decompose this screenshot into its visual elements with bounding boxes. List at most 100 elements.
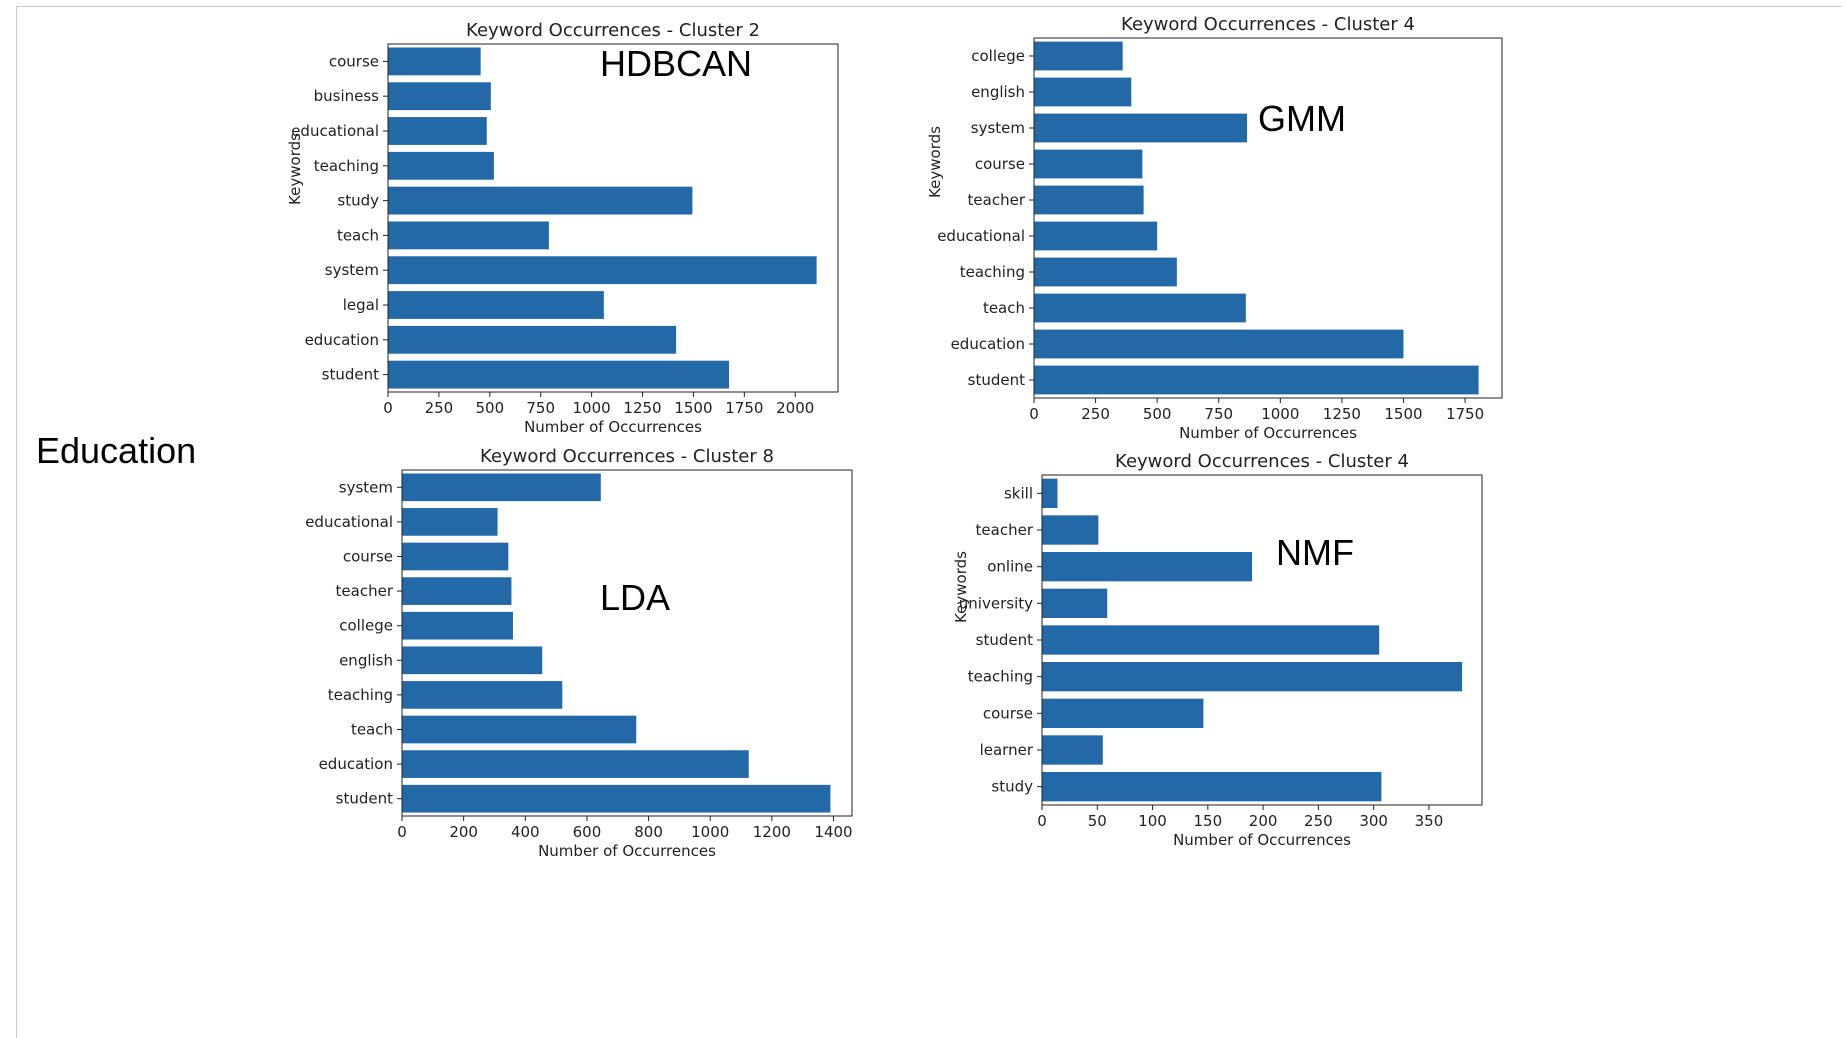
x-tick-label: 150 [1194, 812, 1223, 830]
x-tick-label: 1750 [1446, 405, 1484, 423]
bar-learner [1042, 735, 1103, 765]
bar-education [388, 325, 677, 354]
y-tick-label-skill: skill [1004, 484, 1033, 502]
y-tick-label-teaching: teaching [328, 686, 393, 704]
x-tick-label: 800 [634, 823, 663, 841]
bar-course [1042, 698, 1204, 728]
y-tick-label-system: system [339, 478, 393, 496]
x-tick-label: 200 [449, 823, 478, 841]
y-tick-label-teacher: teacher [976, 521, 1034, 539]
x-tick-label: 1200 [753, 823, 791, 841]
x-tick-label: 50 [1088, 812, 1107, 830]
x-tick-label: 1500 [1384, 405, 1422, 423]
bar-educational [388, 117, 487, 145]
bar-teach [1034, 293, 1246, 323]
y-tick-label-education: education [305, 331, 379, 349]
y-tick-label-teaching: teaching [968, 668, 1033, 686]
x-axis-label: Number of Occurrences [1179, 424, 1357, 442]
y-tick-label-system: system [971, 119, 1025, 137]
chart-lda-svg: Keyword Occurrences - Cluster 8 student ed… [305, 446, 853, 860]
bar-teacher [402, 577, 512, 605]
bar-legal [388, 291, 604, 319]
bar-student [402, 784, 831, 813]
chart-title: Keyword Occurrences - Cluster 2 [466, 20, 760, 41]
x-axis-label: Number of Occurrences [1173, 831, 1351, 849]
method-label: GMM [1258, 98, 1346, 139]
y-tick-label-course: course [329, 52, 379, 70]
y-tick-label-study: study [991, 778, 1033, 796]
y-axis-label: Keywords [926, 126, 944, 198]
y-tick-label-college: college [971, 47, 1025, 65]
x-tick-label: 1000 [573, 399, 611, 417]
plot-frame [401, 469, 853, 817]
y-tick-label-education: education [951, 335, 1025, 353]
y-tick-label-study: study [337, 192, 379, 210]
x-tick-label: 250 [1304, 812, 1333, 830]
y-tick-label-college: college [339, 617, 393, 635]
bar-course [388, 47, 481, 76]
x-tick-label: 750 [526, 399, 555, 417]
bar-university [1042, 588, 1108, 618]
y-tick-label-course: course [975, 155, 1025, 173]
y-tick-label-student: student [968, 371, 1025, 389]
chart-gmm-svg: Keyword Occurrences - Cluster 4 student ed… [926, 14, 1503, 442]
x-tick-label: 0 [1037, 812, 1047, 830]
y-tick-label-teaching: teaching [314, 157, 379, 175]
chart-lda: Keyword Occurrences - Cluster 8 student ed… [300, 442, 870, 862]
plot-frame [387, 43, 839, 393]
bar-college [1034, 41, 1123, 71]
y-tick-label-student: student [322, 366, 379, 384]
x-tick-label: 0 [397, 823, 407, 841]
x-tick-label: 500 [1143, 405, 1172, 423]
bar-teacher [1042, 515, 1099, 545]
y-tick-label-learner: learner [980, 741, 1034, 759]
y-tick-label-system: system [325, 261, 379, 279]
x-tick-label: 200 [1249, 812, 1278, 830]
chart-gmm: Keyword Occurrences - Cluster 4 student ed… [920, 8, 1520, 448]
x-tick-label: 2000 [776, 399, 814, 417]
bar-education [402, 750, 749, 778]
y-tick-label-legal: legal [343, 296, 379, 314]
y-tick-label-teacher: teacher [336, 582, 394, 600]
x-tick-label: 300 [1359, 812, 1388, 830]
bar-skill [1042, 478, 1058, 508]
y-tick-label-education: education [319, 755, 393, 773]
y-tick-label-teacher: teacher [968, 191, 1026, 209]
x-tick-label: 1750 [725, 399, 763, 417]
y-tick-label-course: course [343, 548, 393, 566]
x-tick-label: 600 [573, 823, 602, 841]
y-tick-label-teach: teach [983, 299, 1025, 317]
chart-title: Keyword Occurrences - Cluster 8 [480, 446, 774, 467]
x-tick-label: 250 [1081, 405, 1110, 423]
y-tick-label-university: university [959, 594, 1033, 612]
bar-student [388, 360, 730, 389]
bar-study [388, 186, 693, 215]
bar-teacher [1034, 185, 1144, 215]
x-tick-label: 1000 [1261, 405, 1299, 423]
chart-hdbcan-svg: Keyword Occurrences - Cluster 2 student ed… [286, 20, 839, 436]
bar-student [1034, 365, 1479, 395]
x-tick-label: 1400 [814, 823, 852, 841]
row-label: Education [36, 430, 197, 471]
bar-online [1042, 552, 1253, 582]
x-tick-label: 0 [383, 399, 393, 417]
x-tick-label: 100 [1138, 812, 1167, 830]
chart-hdbcan: Keyword Occurrences - Cluster 2 student ed… [286, 14, 870, 436]
bar-system [1034, 113, 1248, 143]
y-axis-label: Keywords [286, 133, 304, 205]
bar-english [402, 646, 543, 675]
plot-frame [1041, 474, 1483, 806]
y-tick-label-educational: educational [937, 227, 1025, 245]
x-tick-label: 750 [1204, 405, 1233, 423]
y-tick-label-business: business [314, 87, 380, 105]
chart-title: Keyword Occurrences - Cluster 4 [1115, 451, 1409, 472]
x-axis-label: Number of Occurrences [524, 418, 702, 436]
bar-course [1034, 149, 1143, 179]
bar-teaching [1034, 257, 1177, 287]
y-tick-label-student: student [336, 790, 393, 808]
y-axis-label: Keywords [952, 551, 970, 623]
chart-nmf: Keyword Occurrences - Cluster 4 study lear… [950, 448, 1510, 849]
y-tick-label-educational: educational [291, 122, 379, 140]
bar-college [402, 611, 513, 640]
x-tick-label: 1000 [691, 823, 729, 841]
